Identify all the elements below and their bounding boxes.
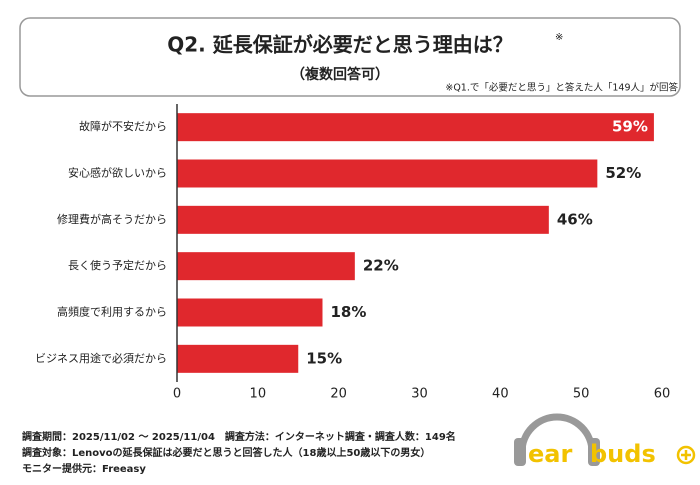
bar: [177, 252, 355, 281]
footer-line: 調査期間：2025/11/02 〜 2025/11/04 調査方法：インターネッ…: [22, 430, 456, 443]
subtitle: （複数回答可）: [291, 66, 389, 83]
y-tick-label: 高頻度で利用するから: [57, 305, 167, 319]
y-tick-label: 故障が不安だから: [79, 119, 167, 133]
note: ※Q1.で「必要だと思う」と答えた人「149人」が回答: [445, 82, 678, 94]
x-tick-label: 0: [173, 387, 181, 402]
x-tick-label: 50: [573, 387, 590, 402]
x-tick-label: 10: [250, 387, 267, 402]
x-tick-label: 40: [492, 387, 509, 402]
y-tick-label: 修理費が高そうだから: [57, 212, 167, 226]
value-label: 52%: [605, 164, 641, 182]
bar: [177, 113, 654, 142]
value-label: 22%: [363, 257, 399, 275]
value-label: 46%: [557, 210, 593, 228]
value-label: 18%: [331, 303, 367, 321]
value-label: 59%: [612, 118, 648, 136]
bar: [177, 159, 598, 188]
bar: [177, 344, 299, 373]
y-tick-label: 長く使う予定だから: [68, 258, 167, 272]
chart-title: Q2. 延長保証が必要だと思う理由は？: [167, 33, 512, 57]
x-tick-label: 20: [330, 387, 347, 402]
footer-line: 調査対象：Lenovoの延長保証は必要だと思うと回答した人（18歳以上50歳以下…: [22, 446, 430, 459]
x-tick-label: 30: [411, 387, 428, 402]
value-label: 15%: [306, 349, 342, 367]
logo-text: buds: [590, 440, 656, 468]
footer-line: モニター提供元：Freeasy: [22, 462, 146, 475]
logo: ear buds: [514, 413, 696, 468]
bar: [177, 298, 323, 327]
title-box: [19, 17, 681, 97]
title-mark: ※: [555, 32, 563, 43]
y-tick-label: ビジネス用途で必須だから: [35, 351, 167, 365]
logo-text: ear: [528, 440, 572, 468]
x-tick-label: 60: [654, 387, 671, 402]
y-tick-label: 安心感が欲しいから: [68, 166, 167, 180]
bar: [177, 205, 549, 234]
